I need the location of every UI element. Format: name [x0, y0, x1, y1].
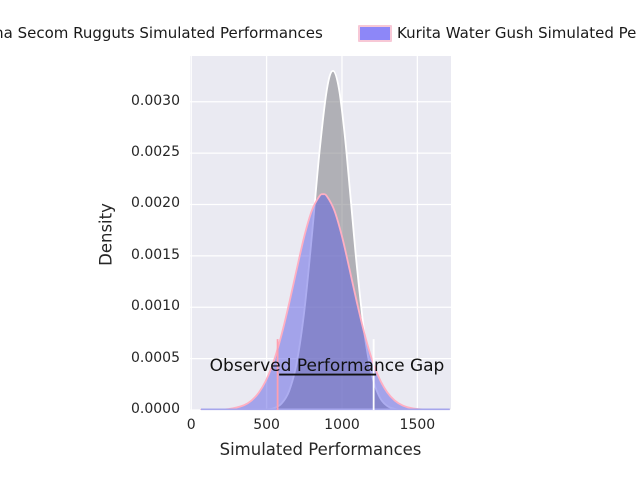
y-tick-label: 0.0010: [131, 298, 180, 315]
x-tick-label: 0: [186, 417, 196, 433]
legend-swatch-kurita: [358, 25, 392, 42]
y-tick-label: 0.0000: [131, 401, 180, 417]
y-tick-label: 0.0030: [131, 92, 180, 109]
kde-area-kurita: [200, 194, 450, 410]
y-axis-label: Density: [96, 203, 116, 266]
y-tick-label: 0.0020: [131, 195, 180, 212]
x-tick-label: 1500: [399, 417, 436, 433]
x-axis-label: Simulated Performances: [219, 440, 422, 459]
observed-gap-annotation: Observed Performance Gap: [209, 356, 445, 376]
y-tick-label: 0.0015: [131, 246, 180, 263]
y-tick-label: 0.0005: [131, 349, 180, 366]
x-tick-label: 500: [253, 417, 280, 433]
x-tick-label: 1000: [324, 417, 360, 433]
kde-line-kurita: [200, 193, 450, 410]
legend-label-kurita: Kurita Water Gush Simulated Pe: [397, 24, 637, 42]
legend-label-secom: ma Secom Rugguts Simulated Performances: [0, 24, 323, 42]
y-tick-label: 0.0025: [131, 144, 180, 161]
